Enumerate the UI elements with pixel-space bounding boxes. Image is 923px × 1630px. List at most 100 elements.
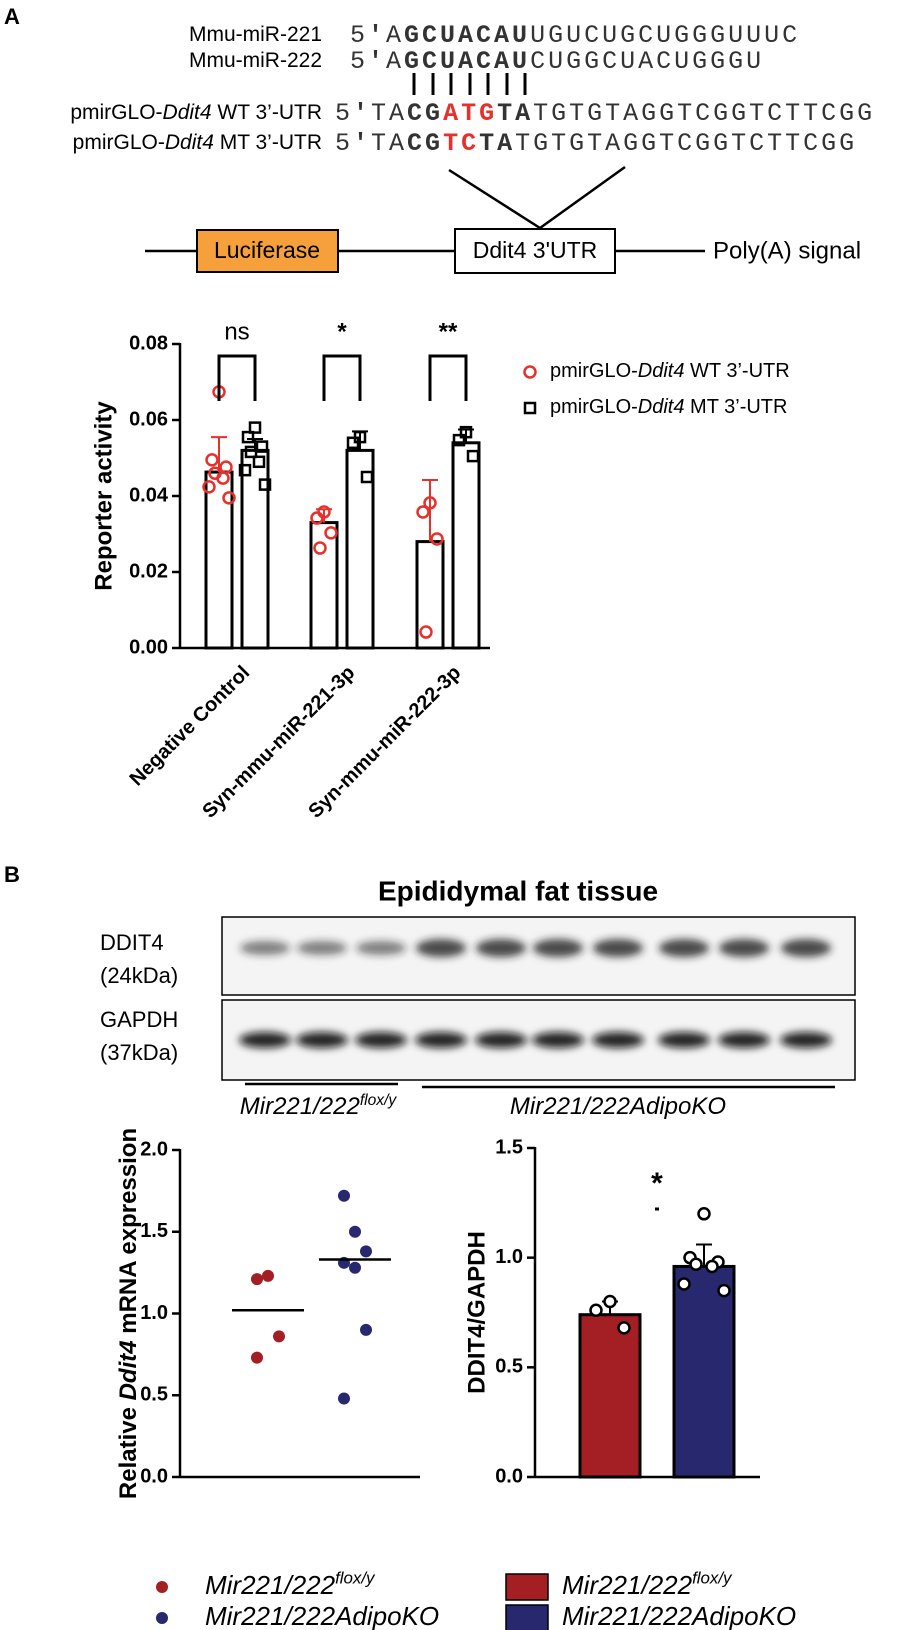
y-tick-label: 0.04 [129,484,169,506]
point [248,421,262,434]
sequence: 5'TACGTCTATGTGTAGGTCGGTCTTCGG [335,129,857,158]
text-segment: Relative [115,1400,142,1499]
text-segment: Ddit4 [638,396,685,418]
point [313,541,327,555]
legend-marker [156,1581,168,1593]
text-segment: flox/y [360,1092,398,1109]
point [589,1303,603,1318]
band [593,939,643,957]
point [459,425,473,439]
point [216,471,230,485]
sequence-label: Mmu-miR-222 [189,49,322,72]
band [592,1032,644,1048]
text-segment: ' [368,47,386,76]
point [430,532,444,546]
y-tick-label: 1.5 [495,1136,523,1158]
text-segment: Mmu-miR-221 [189,23,322,46]
point [689,1257,703,1271]
text-segment: TC [443,129,479,158]
blot-frame [221,916,856,996]
y-tick-label: 1.0 [140,1302,168,1324]
group-label: Mir221/222flox/y [240,1092,398,1120]
band [240,941,290,955]
legend-label: pmirGLO-Ddit4 WT 3’-UTR [550,360,790,382]
text-segment: Mir221/222 [562,1570,693,1600]
panel-label: B [4,862,20,887]
bar [672,1264,736,1479]
legend-label: Mir221/222AdipoKO [205,1601,439,1630]
text-segment: CUGGCUACUGGGU [530,47,764,76]
bar [345,448,375,650]
text-segment: TA [371,129,407,158]
construct-label: Poly(A) signal [713,237,861,264]
text-segment: CG [407,99,443,128]
band [780,1032,832,1048]
significance-bracket [428,354,468,401]
point [419,625,433,639]
blot-row-label: DDIT4 [100,930,164,955]
y-tick-label: 0.0 [495,1465,523,1487]
text-segment: TA [479,129,515,158]
y-axis-label: DDIT4/GAPDH [463,1231,490,1394]
blot-row-label: (24kDa) [100,963,178,988]
text-segment: mRNA expression [115,1128,142,1341]
text-segment: TA [497,99,533,128]
point [258,478,272,491]
point [202,480,216,494]
text-segment: UGUCUGCUGGGUUUC [530,21,800,50]
bar [451,441,481,650]
point [244,445,258,459]
point [338,1189,350,1202]
band [475,1032,527,1048]
text-segment: pmirGLO- [70,101,162,124]
point [251,1273,263,1286]
band [297,941,347,955]
text-segment: Mir221/222AdipoKO [562,1601,796,1630]
legend-label: Mir221/222AdipoKO [562,1601,796,1630]
text-segment: MT 3’-UTR [214,131,322,154]
legend-label: pmirGLO-Ddit4 MT 3’-UTR [550,396,787,418]
y-tick-label: 0.5 [140,1384,168,1406]
text-segment: A [386,47,404,76]
sequence: 5'AGCUACAUUGUCUGCUGGGUUUC [350,21,800,50]
sequence: 5'AGCUACAUCUGGCUACUGGGU [350,47,764,76]
text-segment: pmirGLO- [73,131,165,154]
text-segment: 5 [350,21,368,50]
legend-marker [523,401,537,415]
point [717,1283,731,1298]
sequence-label: Mmu-miR-221 [189,23,322,46]
y-tick-label: 0.06 [129,408,168,430]
pairing-lines [412,73,527,95]
bar [204,470,234,650]
y-tick-label: 0.00 [129,636,168,658]
band [415,1032,467,1048]
point [360,470,374,484]
y-axis-label: Reporter activity [90,401,117,591]
group-label: Mir221/222AdipoKO [510,1093,726,1120]
legend-marker [156,1612,168,1624]
band [659,939,709,957]
y-tick-label: 1.0 [495,1246,523,1268]
significance-label: * [651,1167,663,1200]
text-segment: Mir221/222 [240,1093,360,1120]
blot-bands [239,939,832,1048]
bar [578,1313,642,1479]
band [718,1032,770,1048]
point [262,1269,274,1282]
y-tick-label: 0.5 [495,1356,523,1378]
error-bar [211,436,227,473]
point [205,453,219,467]
significance-label: * [337,318,347,345]
point [452,433,466,447]
band [781,939,831,957]
text-segment: 5 [335,129,353,158]
point [423,496,437,510]
legend-label: Mir221/222flox/y [562,1569,733,1600]
point [360,1323,372,1336]
point [346,436,360,450]
text-segment: TGTGTAGGTCGGTCTTCGG [533,99,875,128]
text-segment: Ddit4 [638,360,685,382]
text-segment: Mir221/222AdipoKO [205,1601,439,1630]
point [705,1259,719,1274]
y-tick-label: 0.08 [129,332,168,354]
